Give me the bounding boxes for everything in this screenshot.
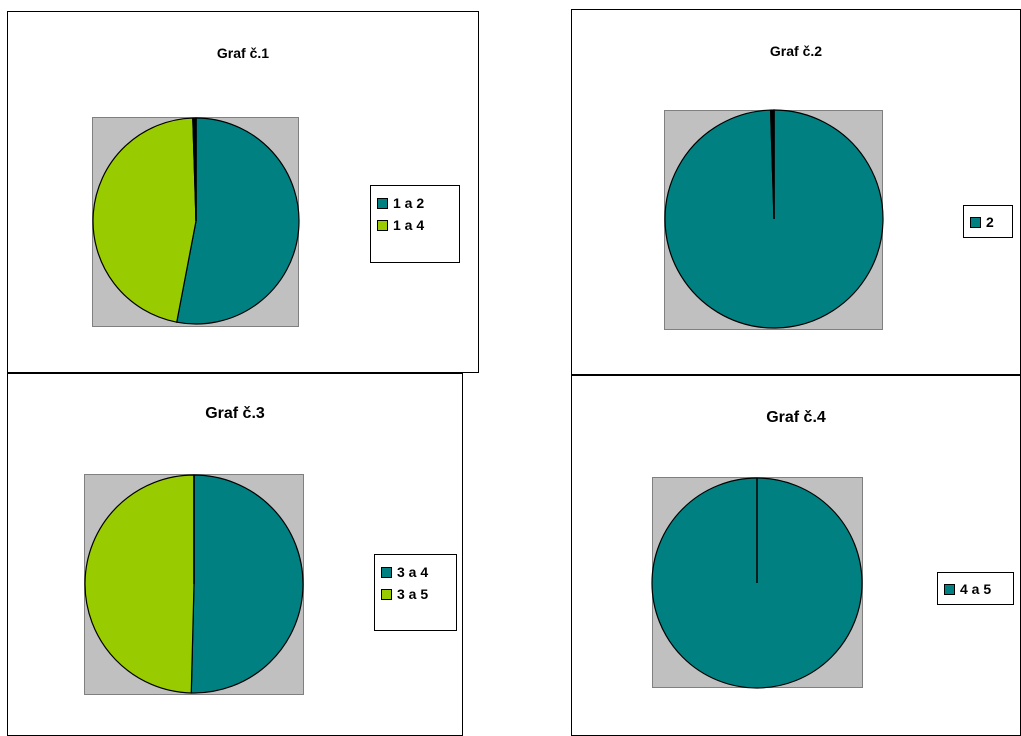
- chart-2-pie: [664, 109, 884, 329]
- pie-slice: [175, 117, 300, 325]
- chart-3-pie: [84, 474, 304, 694]
- legend-swatch: [944, 583, 955, 595]
- legend-swatch: [377, 219, 388, 231]
- pie-slice: [190, 474, 304, 694]
- legend-label: 3 a 5: [397, 586, 429, 602]
- chart-3-legend: 3 a 4 3 a 5: [374, 554, 457, 631]
- legend-label: 1 a 4: [393, 217, 425, 233]
- chart-1-legend: 1 a 2 1 a 4: [370, 185, 460, 263]
- legend-label: 4 a 5: [960, 581, 992, 597]
- chart-4-pie: [651, 477, 863, 689]
- legend-item: 3 a 4: [381, 561, 450, 583]
- legend-item: 4 a 5: [944, 579, 1007, 599]
- chart-3-frame: Graf č.3 3 a 4 3 a 5: [7, 373, 463, 736]
- chart-2-title: Graf č.2: [769, 43, 823, 59]
- chart-4-frame: Graf č.4 4 a 5: [571, 375, 1021, 736]
- chart-4-legend: 4 a 5: [937, 572, 1014, 605]
- chart-1-title: Graf č.1: [216, 45, 270, 61]
- legend-item: 1 a 4: [377, 214, 453, 236]
- legend-label: 3 a 4: [397, 564, 429, 580]
- legend-item: 1 a 2: [377, 192, 453, 214]
- chart-2-legend: 2: [963, 205, 1013, 238]
- legend-label: 2: [986, 214, 994, 230]
- pie-slice: [84, 474, 195, 694]
- chart-3-title: Graf č.3: [205, 405, 265, 422]
- pie-slice: [92, 117, 197, 323]
- legend-swatch: [970, 216, 981, 228]
- legend-item: 2: [970, 212, 1006, 232]
- legend-swatch: [381, 566, 392, 578]
- chart-1-pie: [92, 117, 300, 325]
- legend-label: 1 a 2: [393, 195, 425, 211]
- chart-1-frame: Graf č.1 1 a 2 1 a 4: [7, 11, 479, 373]
- chart-2-frame: Graf č.2 2: [571, 9, 1021, 375]
- legend-swatch: [381, 588, 392, 600]
- chart-4-title: Graf č.4: [766, 409, 826, 426]
- legend-swatch: [377, 197, 388, 209]
- legend-item: 3 a 5: [381, 583, 450, 605]
